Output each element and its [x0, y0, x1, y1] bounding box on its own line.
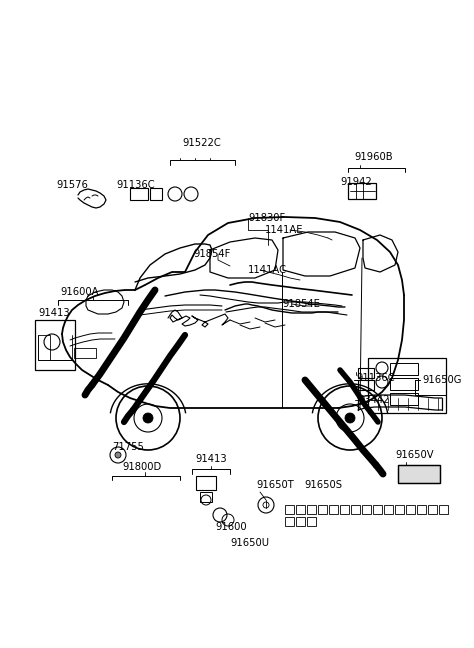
Text: 91960B: 91960B: [354, 152, 392, 162]
Bar: [318, 505, 327, 514]
Text: 91800D: 91800D: [122, 462, 161, 472]
Bar: [368, 358, 446, 413]
Text: 93442: 93442: [358, 395, 390, 405]
Bar: [296, 505, 305, 514]
Text: 91854F: 91854F: [193, 249, 230, 259]
Text: 91600A: 91600A: [60, 287, 99, 297]
Text: 1141AE: 1141AE: [265, 225, 303, 235]
Text: 91650U: 91650U: [230, 538, 269, 548]
Circle shape: [143, 413, 153, 423]
Bar: [130, 188, 148, 200]
Bar: [390, 393, 418, 405]
Text: 91650G: 91650G: [422, 375, 462, 385]
Bar: [296, 517, 305, 526]
Bar: [74, 348, 96, 358]
Bar: [340, 505, 349, 514]
Bar: [35, 320, 75, 370]
Bar: [150, 188, 162, 200]
Bar: [285, 517, 294, 526]
Text: 91413: 91413: [195, 454, 227, 464]
Bar: [348, 183, 376, 199]
Text: 91413: 91413: [38, 308, 70, 318]
Bar: [395, 505, 404, 514]
Bar: [358, 380, 374, 390]
Bar: [398, 465, 440, 483]
Text: 91650V: 91650V: [395, 450, 434, 460]
Text: 91136C: 91136C: [116, 180, 155, 190]
Bar: [329, 505, 338, 514]
Bar: [200, 492, 212, 502]
Bar: [390, 363, 418, 375]
Bar: [196, 476, 216, 490]
Bar: [390, 378, 418, 390]
Bar: [384, 505, 393, 514]
Bar: [351, 505, 360, 514]
Text: 71755: 71755: [112, 442, 144, 452]
Bar: [428, 505, 437, 514]
Bar: [373, 505, 382, 514]
Text: 91522C: 91522C: [182, 138, 221, 148]
Text: 91942: 91942: [340, 177, 372, 187]
Circle shape: [115, 452, 121, 458]
Bar: [417, 505, 426, 514]
Bar: [285, 505, 294, 514]
Text: 91136C: 91136C: [356, 373, 395, 383]
Bar: [307, 517, 316, 526]
Bar: [358, 368, 374, 378]
Text: 91650T: 91650T: [256, 480, 294, 490]
Bar: [398, 465, 440, 483]
Text: 91854E: 91854E: [282, 299, 320, 309]
Bar: [307, 505, 316, 514]
Text: 91830F: 91830F: [248, 213, 285, 223]
Text: 91576: 91576: [56, 180, 88, 190]
Text: 91650S: 91650S: [304, 480, 342, 490]
Text: 1141AC: 1141AC: [248, 265, 287, 275]
Bar: [362, 505, 371, 514]
Bar: [406, 505, 415, 514]
Bar: [439, 505, 448, 514]
Text: 91600: 91600: [215, 522, 246, 532]
Circle shape: [345, 413, 355, 423]
